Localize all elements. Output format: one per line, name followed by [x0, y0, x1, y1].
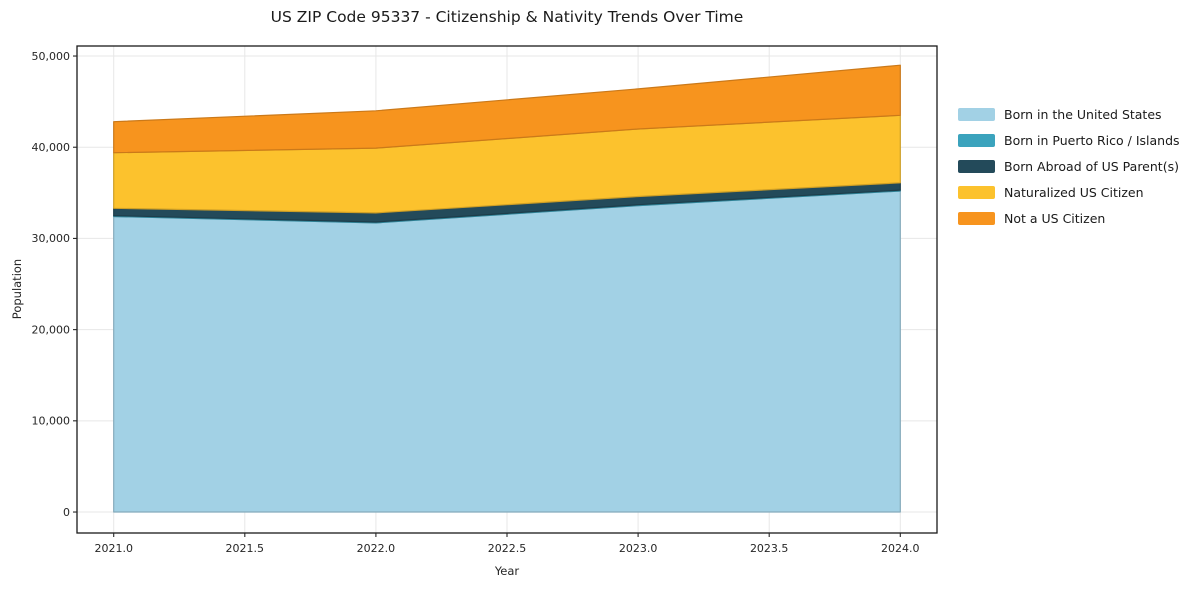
- legend-swatch: [958, 211, 995, 225]
- legend-label: Not a US Citizen: [1004, 210, 1106, 226]
- legend-item-3: Naturalized US Citizen: [958, 179, 1180, 205]
- x-tick-label: 2023.5: [750, 542, 789, 555]
- legend-swatch: [958, 185, 995, 199]
- x-axis-label: Year: [494, 564, 520, 578]
- legend-item-1: Born in Puerto Rico / Islands: [958, 127, 1180, 153]
- area-series-0: [113, 190, 901, 513]
- x-tick-label: 2022.0: [357, 542, 396, 555]
- legend-swatch: [958, 133, 995, 147]
- y-tick-label: 0: [63, 506, 70, 519]
- y-tick-label: 20,000: [32, 323, 71, 336]
- legend-item-0: Born in the United States: [958, 101, 1180, 127]
- legend-label: Born in the United States: [1004, 106, 1162, 122]
- area-series-4: [113, 64, 901, 154]
- x-tick-label: 2021.0: [94, 542, 133, 555]
- x-tick-label: 2023.0: [619, 542, 658, 555]
- chart-title: US ZIP Code 95337 - Citizenship & Nativi…: [270, 8, 744, 26]
- legend-item-2: Born Abroad of US Parent(s): [958, 153, 1180, 179]
- legend-label: Naturalized US Citizen: [1004, 184, 1144, 200]
- y-tick-label: 40,000: [32, 141, 71, 154]
- legend-swatch: [958, 107, 995, 121]
- y-tick-label: 30,000: [32, 232, 71, 245]
- x-tick-label: 2022.5: [488, 542, 527, 555]
- x-tick-label: 2021.5: [226, 542, 265, 555]
- legend-label: Born Abroad of US Parent(s): [1004, 158, 1179, 174]
- legend-label: Born in Puerto Rico / Islands: [1004, 132, 1180, 148]
- legend-swatch: [958, 159, 995, 173]
- legend-item-4: Not a US Citizen: [958, 205, 1180, 231]
- legend: Born in the United States Born in Puerto …: [958, 101, 1180, 231]
- x-tick-label: 2024.0: [881, 542, 920, 555]
- y-axis-label: Population: [10, 258, 24, 320]
- y-tick-label: 50,000: [32, 50, 71, 63]
- y-tick-label: 10,000: [32, 415, 71, 428]
